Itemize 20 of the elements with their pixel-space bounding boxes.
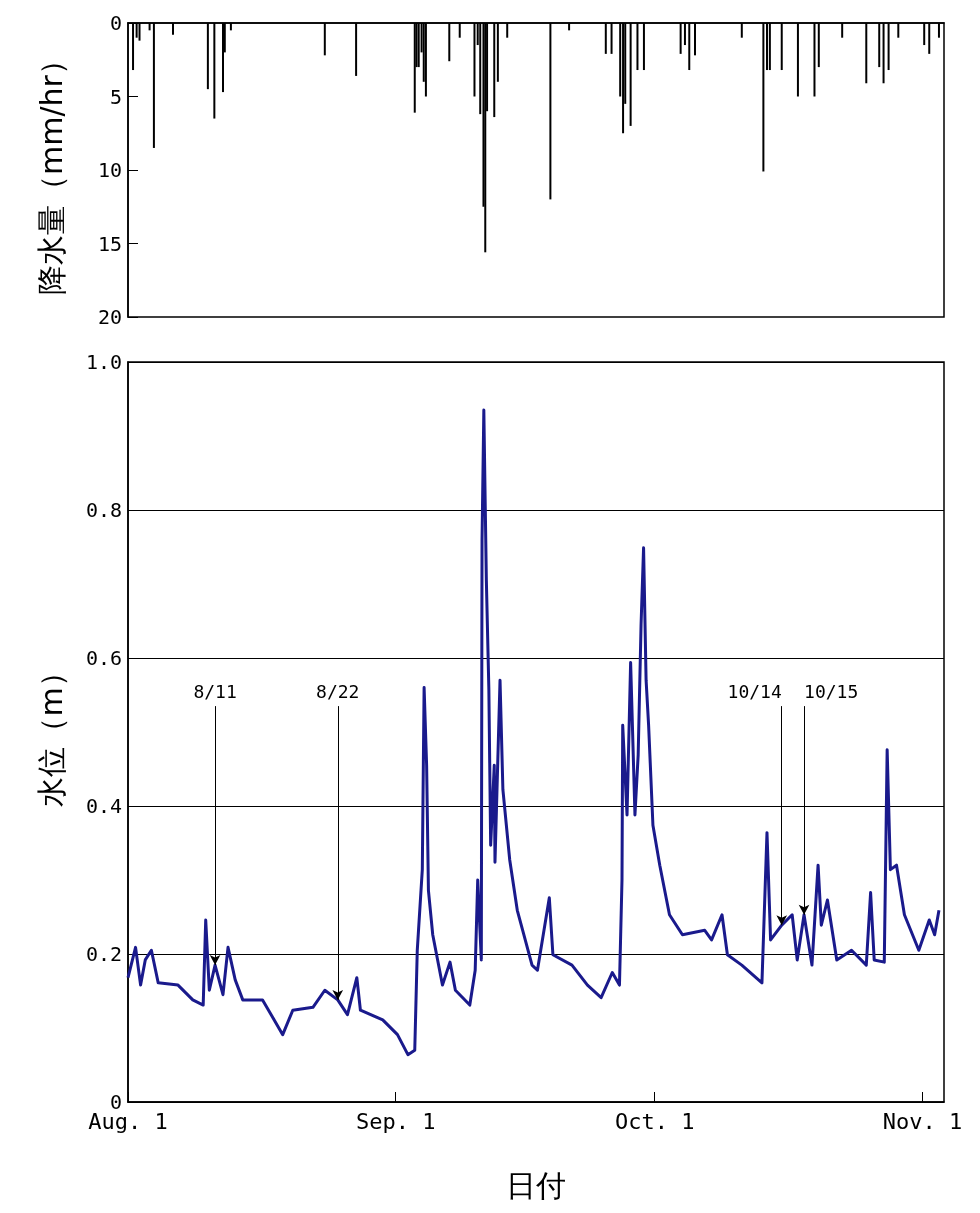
- y-axis-title: 水位（m）: [33, 657, 69, 807]
- x-tick-label: Oct. 1: [614, 1108, 695, 1134]
- annotation: 10/15: [804, 680, 859, 702]
- y-tick-label: 0.2: [85, 942, 122, 966]
- annotation: 8/22: [316, 680, 360, 702]
- x-axis-title: 日付: [506, 1167, 566, 1203]
- x-tick-label: Nov. 1: [882, 1108, 963, 1134]
- x-tick-label: Sep. 1: [355, 1108, 436, 1134]
- annotation: 8/11: [193, 680, 237, 702]
- y-tick-label: 0.8: [85, 498, 122, 522]
- y-tick-label: 10: [97, 158, 122, 182]
- y-tick-label: 5: [109, 84, 122, 109]
- y-tick-label: 0.4: [85, 794, 122, 818]
- y-tick-label: 20: [97, 305, 122, 329]
- annotation: 10/14: [727, 680, 782, 702]
- y-tick-label: 1.0: [85, 350, 122, 374]
- y-axis-title: 降水量（mm/hr）: [33, 45, 69, 295]
- y-tick-label: 0.6: [85, 646, 122, 670]
- y-tick-label: 0: [109, 11, 122, 35]
- y-tick-label: 15: [97, 231, 122, 256]
